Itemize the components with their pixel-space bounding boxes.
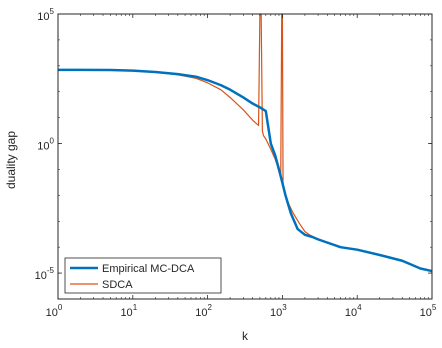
- x-tick-label: 104: [345, 303, 362, 319]
- x-tick-label: 101: [120, 303, 137, 319]
- y-axis-label: duality gap: [4, 131, 18, 189]
- legend-box: [64, 257, 222, 294]
- tick-layer: 100 101 102 103 104 105 10-5 100 105: [35, 7, 437, 319]
- legend-label-empirical-mc-dca: Empirical MC-DCA: [102, 263, 195, 275]
- series-line-empirical-mc-dca: [58, 68, 433, 273]
- plot-frame: [57, 13, 433, 300]
- legend: Empirical MC-DCA SDCA: [64, 257, 222, 294]
- x-axis-label: k: [242, 329, 249, 343]
- x-tick-label: 100: [46, 303, 63, 319]
- series-layer: [58, 13, 433, 273]
- y-tick-label: 105: [37, 7, 54, 23]
- x-tick-label: 105: [420, 303, 437, 319]
- legend-label-sdca: SDCA: [102, 279, 133, 291]
- x-tick-label: 102: [195, 303, 212, 319]
- x-tick-label: 103: [270, 303, 287, 319]
- y-tick-label: 10-5: [35, 266, 55, 282]
- y-tick-label: 100: [37, 137, 54, 153]
- plot-area: [58, 14, 432, 299]
